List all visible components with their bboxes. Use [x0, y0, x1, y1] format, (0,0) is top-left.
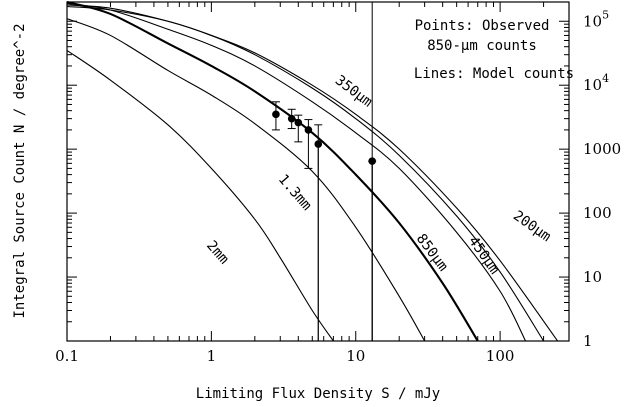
y-tick-label-4: 10 [583, 268, 602, 286]
x-axis-label: Limiting Flux Density S / mJy [196, 386, 440, 402]
observed-point-1 [272, 110, 280, 119]
y-axis-label: Integral Source Count N / degree^-2 [12, 23, 28, 318]
legend-lines-text: Lines: Model counts [414, 66, 574, 82]
y-tick-label-0: 105 [583, 8, 609, 30]
legend-points-line1: Points: Observed [415, 18, 550, 34]
x-axis-ticks: 0.1 1 10 100 [55, 2, 570, 365]
x-tick-label-2: 10 [346, 347, 365, 365]
series-line-350m [66, 4, 545, 342]
series-line-200m [66, 5, 559, 342]
legend: Points: Observed 850-μm counts Lines: Mo… [414, 18, 574, 82]
y-tick-label-5: 1 [583, 332, 593, 350]
y-tick-label-1: 104 [583, 72, 609, 94]
legend-points-line2: 850-μm counts [427, 38, 537, 54]
series-line-2mm [66, 49, 334, 342]
series-label-13mm: 1.3mm [275, 171, 315, 213]
y-tick-label-2: 1000 [583, 140, 621, 158]
observed-point-6 [368, 157, 376, 165]
series-line-450m [66, 2, 527, 342]
y-tick-label-3: 100 [583, 204, 612, 222]
series-label-2mm: 2mm [203, 238, 232, 268]
observed-point-4 [304, 126, 313, 134]
series-label-200m: 200μm [510, 208, 554, 245]
series-label-350m: 350μm [332, 72, 375, 110]
observed-point-5 [314, 140, 323, 148]
x-axis-label-group: Limiting Flux Density S / mJy [196, 386, 440, 402]
series-line-13mm [66, 18, 426, 342]
observed-point-2 [287, 114, 296, 123]
y-axis-ticks: 105 104 1000 100 10 1 [67, 1, 621, 350]
observed-point-3 [294, 118, 303, 127]
observed-points [271, 2, 377, 342]
x-tick-label-0: 0.1 [55, 347, 79, 365]
x-tick-label-1: 1 [207, 347, 217, 365]
x-tick-label-3: 100 [486, 347, 515, 365]
y-axis-label-group: Integral Source Count N / degree^-2 [12, 23, 28, 318]
